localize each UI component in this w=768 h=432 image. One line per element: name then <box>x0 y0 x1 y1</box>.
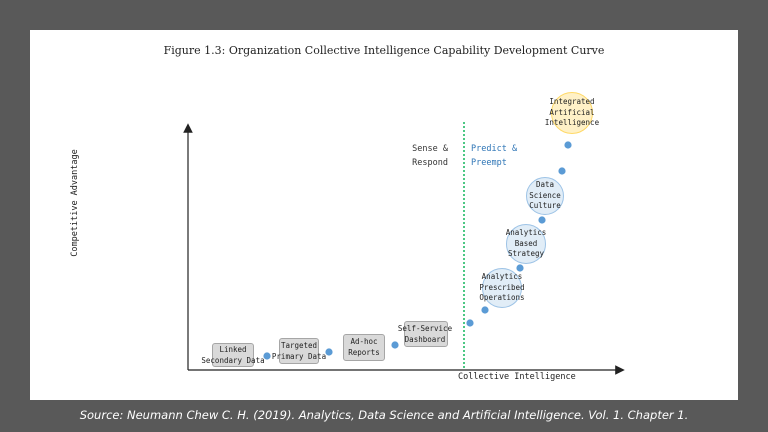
y-axis-label: Competitive Advantage <box>70 149 80 257</box>
source-citation: Source: Neumann Chew C. H. (2019). Analy… <box>79 408 689 422</box>
stage-linked-secondary-data-label: Linked Secondary Data <box>201 345 265 365</box>
stage-targeted-primary-data-label: Targeted Primary Data <box>271 341 327 361</box>
curve-dot <box>391 341 399 349</box>
phase-sense-respond: Sense & Respond <box>408 142 448 170</box>
phase-right-line-1: Predict & <box>471 144 518 154</box>
x-axis-label: Collective Intelligence <box>458 372 576 382</box>
diagram-canvas <box>183 122 625 375</box>
curve-dot <box>481 306 489 314</box>
stage-data-science-culture: Data Science Culture <box>526 177 564 215</box>
stage-analytics-prescribed-operations: Analytics Prescribed Operations <box>479 268 525 308</box>
curve-dot <box>466 319 474 327</box>
stage-targeted-primary-data <box>279 338 319 364</box>
phase-right-line-2: Preempt <box>471 158 507 168</box>
figure-title: Figure 1.3: Organization Collective Inte… <box>163 44 605 57</box>
stage-adhoc-reports: Ad-hoc Reports <box>343 334 385 361</box>
curve-dot <box>558 167 566 175</box>
stage-linked-secondary-data <box>212 343 254 367</box>
stage-self-service-dashboard-label: Self-Service Dashboard <box>397 324 453 344</box>
curve-dot <box>564 141 572 149</box>
phase-left-line-2: Respond <box>412 158 448 168</box>
curve-dot <box>263 352 271 360</box>
stage-self-service-dashboard <box>404 321 448 347</box>
curve-dots <box>263 141 572 360</box>
slide: Figure 1.3: Organization Collective Inte… <box>30 30 738 400</box>
phase-left-line-1: Sense & <box>412 144 448 154</box>
stage-analytics-based-strategy: Analytics Based Strategy <box>506 224 546 264</box>
curve-dot <box>538 216 546 224</box>
curve-dot <box>325 348 333 356</box>
stage-integrated-artificial-intelligence: Integrated Artificial Intelligence <box>545 92 599 134</box>
phase-predict-preempt: Predict & Preempt <box>471 142 517 170</box>
curve-dot <box>516 264 524 272</box>
